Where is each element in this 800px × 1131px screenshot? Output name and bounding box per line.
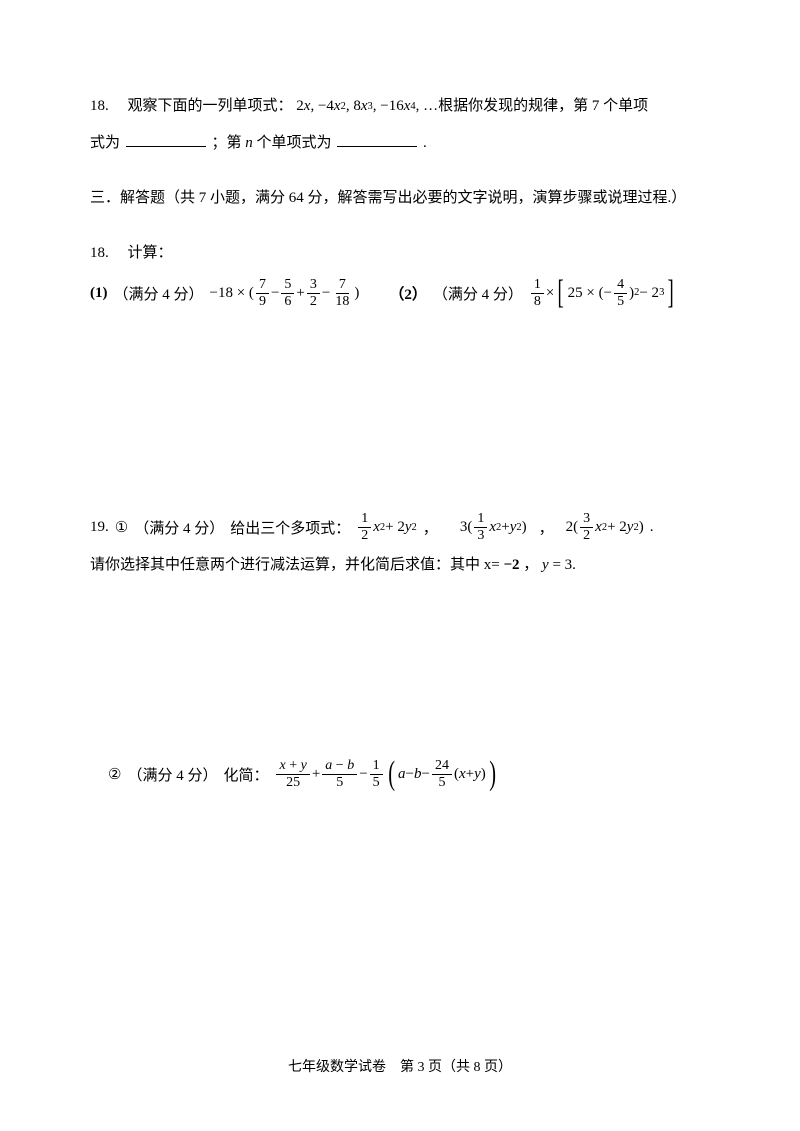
- q19-circle1: ①: [115, 518, 128, 537]
- frac-7-18: 718: [332, 278, 352, 309]
- frac-ab-5: a − b 5: [322, 759, 357, 790]
- q18-label: 18.: [90, 98, 109, 114]
- q18b-p1-expr: −18 × ( 79 − 56 + 32 − 718 ): [210, 278, 360, 309]
- q18-text1: 观察下面的一列单项式：: [113, 98, 293, 114]
- frac-3-2: 32: [307, 278, 320, 309]
- q19-yvar: y: [542, 557, 549, 573]
- q19-simp: 化简：: [223, 764, 268, 785]
- page-footer: 七年级数学试卷 第 3 页（共 8 页）: [0, 1056, 800, 1076]
- q18-nvar: n: [245, 135, 253, 151]
- q19-simp-expr: x + y 25 + a − b 5 − 1 5 ( a − b − 24 5 …: [274, 757, 499, 791]
- frac-24-5: 24 5: [432, 759, 452, 790]
- frac-5-6: 56: [281, 278, 294, 309]
- q19-score2: （满分 4 分）: [127, 764, 217, 785]
- frac-1-8: 18: [531, 278, 544, 309]
- q18-text5: 个单项式为: [257, 135, 332, 151]
- q19-part2: ② （满分 4 分） 化简： x + y 25 + a − b 5 − 1 5 …: [90, 757, 710, 791]
- blank-1: [126, 131, 206, 147]
- q18-text3: 式为: [90, 135, 120, 151]
- q18b-p1-label: (1): [90, 285, 108, 302]
- page: 18. 观察下面的一列单项式： 2x, −4x2, 8x3, −16x4, …根…: [0, 0, 800, 1131]
- q18b-p2-expr: 18 × [ 25 × (− 45 )2 − 23 ]: [529, 276, 678, 310]
- q18-line1: 18. 观察下面的一列单项式： 2x, −4x2, 8x3, −16x4, …根…: [90, 90, 710, 123]
- frac-7-9: 79: [256, 278, 269, 309]
- q18-text6: .: [423, 135, 427, 151]
- q18b-label: 18.: [90, 245, 109, 261]
- q19-xval: −2: [503, 557, 519, 573]
- frac-1-5: 1 5: [370, 759, 383, 790]
- q19-text3: ，: [523, 557, 538, 573]
- q19-text1: 给出三个多项式：: [230, 517, 350, 538]
- q19-line1: 19. ① （满分 4 分） 给出三个多项式： 12 x2 + 2y2 ， 3(…: [90, 512, 710, 543]
- q19-line2: 请你选择其中任意两个进行减法运算，并化简后求值：其中 x= −2 ， y = 3…: [90, 549, 710, 582]
- q19-poly2: 3( 13 x2 + y2): [460, 512, 527, 543]
- q18b-title: 计算：: [113, 245, 173, 261]
- q18-sequence: 2x, −4x2, 8x3, −16x4,: [296, 90, 419, 123]
- q19-circle2: ②: [108, 765, 121, 784]
- q19-text2: 请你选择其中任意两个进行减法运算，并化简后求值：其中 x=: [90, 557, 503, 573]
- q18-text4: ；第: [212, 135, 242, 151]
- q18b-p2-score: （满分 4 分）: [433, 283, 523, 304]
- q19-poly1: 12 x2 + 2y2: [356, 512, 417, 543]
- q18-line2: 式为 ；第 n 个单项式为 .: [90, 127, 710, 160]
- q19-text4: = 3.: [552, 557, 575, 573]
- q18b-p1-score: （满分 4 分）: [114, 283, 204, 304]
- q18b-eq-row: (1) （满分 4 分） −18 × ( 79 − 56 + 32 − 718 …: [90, 276, 710, 310]
- q19-label: 19.: [90, 519, 109, 536]
- q18b-title-line: 18. 计算：: [90, 237, 710, 270]
- q19-poly3: 2( 32 x2 + 2y2): [566, 512, 644, 543]
- section3-heading: 三．解答题（共 7 小题，满分 64 分，解答需写出必要的文字说明，演算步骤或说…: [90, 182, 710, 215]
- q18b-p2-label: （2）: [389, 283, 427, 304]
- q18-text2: …根据你发现的规律，第 7 个单项: [423, 98, 648, 114]
- q19-score: （满分 4 分）: [134, 517, 224, 538]
- blank-2: [337, 131, 417, 147]
- frac-xy-25: x + y 25: [276, 759, 309, 790]
- frac-4-5: 45: [614, 278, 627, 309]
